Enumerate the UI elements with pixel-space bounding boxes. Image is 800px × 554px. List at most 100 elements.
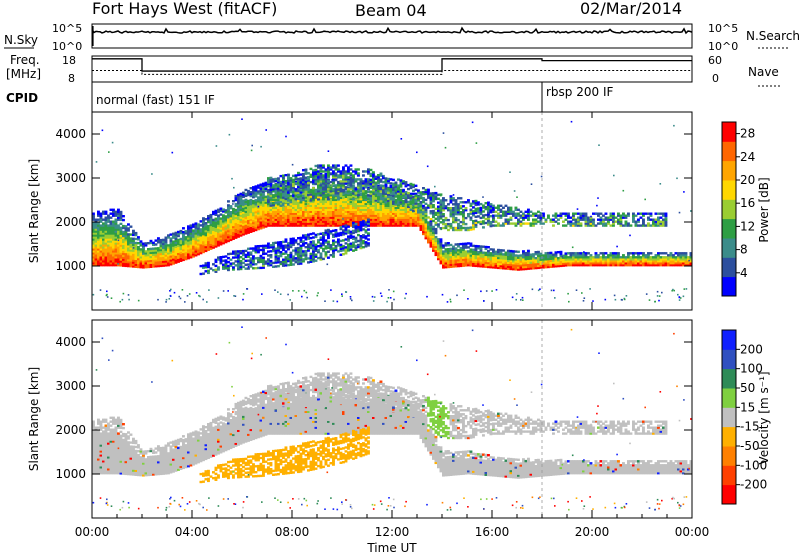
power-cell	[249, 214, 253, 218]
power-cell	[652, 260, 655, 263]
power-cell	[267, 191, 270, 194]
power-cell	[112, 248, 115, 251]
power-cell	[597, 212, 600, 215]
power-cell	[279, 222, 283, 225]
power-cell	[127, 245, 130, 248]
power-cell	[169, 253, 173, 256]
power-cell	[422, 193, 425, 196]
power-cell	[227, 224, 230, 227]
power-cell	[92, 230, 95, 233]
power-cell	[244, 224, 248, 227]
power-cell	[672, 258, 675, 261]
power-cell	[312, 177, 315, 180]
power-cell	[264, 252, 268, 255]
power-cell	[244, 222, 248, 225]
power-cell	[457, 213, 460, 216]
power-cell	[409, 198, 413, 202]
power-cell	[514, 224, 518, 227]
power-cell	[92, 256, 95, 259]
power-cell	[119, 256, 123, 259]
power-cell	[547, 265, 550, 269]
power-cell	[459, 220, 463, 224]
power-cell	[239, 208, 243, 211]
power-cell	[284, 184, 288, 188]
power-cell	[439, 205, 443, 208]
power-cell	[562, 212, 565, 215]
power-cell	[499, 262, 503, 266]
power-cell	[117, 246, 120, 249]
power-cell	[349, 220, 353, 223]
power-cell	[594, 224, 598, 227]
power-cell	[454, 226, 458, 230]
power-cell	[112, 220, 115, 223]
radar-title: Fort Hays West (fitACF)	[92, 0, 277, 18]
power-cell	[347, 176, 350, 179]
power-cell	[114, 226, 118, 229]
power-cell	[524, 267, 528, 271]
power-cell	[552, 253, 555, 256]
power-cell	[197, 247, 200, 250]
power-cell	[447, 263, 450, 267]
power-cell	[409, 222, 413, 225]
power-cell	[572, 260, 575, 263]
power-cell	[379, 222, 383, 225]
power-cell	[524, 222, 528, 225]
power-cell	[257, 251, 260, 254]
power-cell	[169, 251, 173, 254]
power-cell	[257, 222, 260, 225]
power-cell	[189, 230, 193, 233]
power-cell	[149, 239, 153, 243]
power-cell	[314, 194, 318, 198]
power-cell	[232, 235, 235, 238]
power-cell	[472, 252, 475, 255]
power-cell	[112, 250, 115, 253]
power-cell	[342, 206, 345, 209]
power-cell	[477, 253, 480, 256]
power-cell	[157, 264, 160, 268]
power-cell	[132, 231, 135, 235]
power-cell	[639, 258, 643, 261]
power-cell	[227, 266, 230, 270]
power-cell	[304, 224, 308, 227]
power-cell	[239, 204, 243, 207]
power-cell	[297, 177, 300, 181]
power-cell	[424, 233, 428, 236]
power-cell	[212, 226, 215, 229]
power-cell	[442, 250, 445, 253]
power-cell	[132, 251, 135, 254]
power-cell	[609, 252, 613, 255]
power-cell	[124, 227, 128, 230]
power-cell	[137, 238, 140, 241]
power-cell	[192, 235, 195, 238]
power-cell	[369, 214, 373, 217]
power-cell	[152, 265, 155, 268]
power-cell	[207, 216, 210, 220]
power-cell	[337, 174, 340, 177]
power-cell	[357, 208, 360, 211]
power-cell	[279, 174, 283, 178]
power-cell	[104, 230, 108, 233]
power-cell	[432, 200, 435, 203]
power-cell	[449, 265, 453, 268]
power-cell	[152, 257, 155, 260]
power-cell	[349, 184, 353, 187]
power-cell	[489, 264, 493, 267]
power-cell	[364, 178, 368, 181]
power-cell	[414, 206, 418, 209]
power-cell	[372, 189, 375, 192]
power-cell	[517, 264, 520, 267]
power-cell	[247, 217, 250, 220]
power-cell	[407, 207, 410, 211]
power-cell	[149, 257, 153, 260]
power-cell	[239, 261, 243, 265]
power-cell	[324, 204, 328, 207]
power-cell	[229, 205, 233, 208]
power-cell	[687, 256, 690, 259]
power-cell	[222, 259, 225, 262]
power-cell	[334, 212, 338, 215]
power-cell	[302, 200, 305, 204]
power-cell	[374, 193, 378, 196]
power-cell	[232, 213, 235, 217]
power-cell	[369, 222, 373, 225]
power-cell	[592, 260, 595, 263]
